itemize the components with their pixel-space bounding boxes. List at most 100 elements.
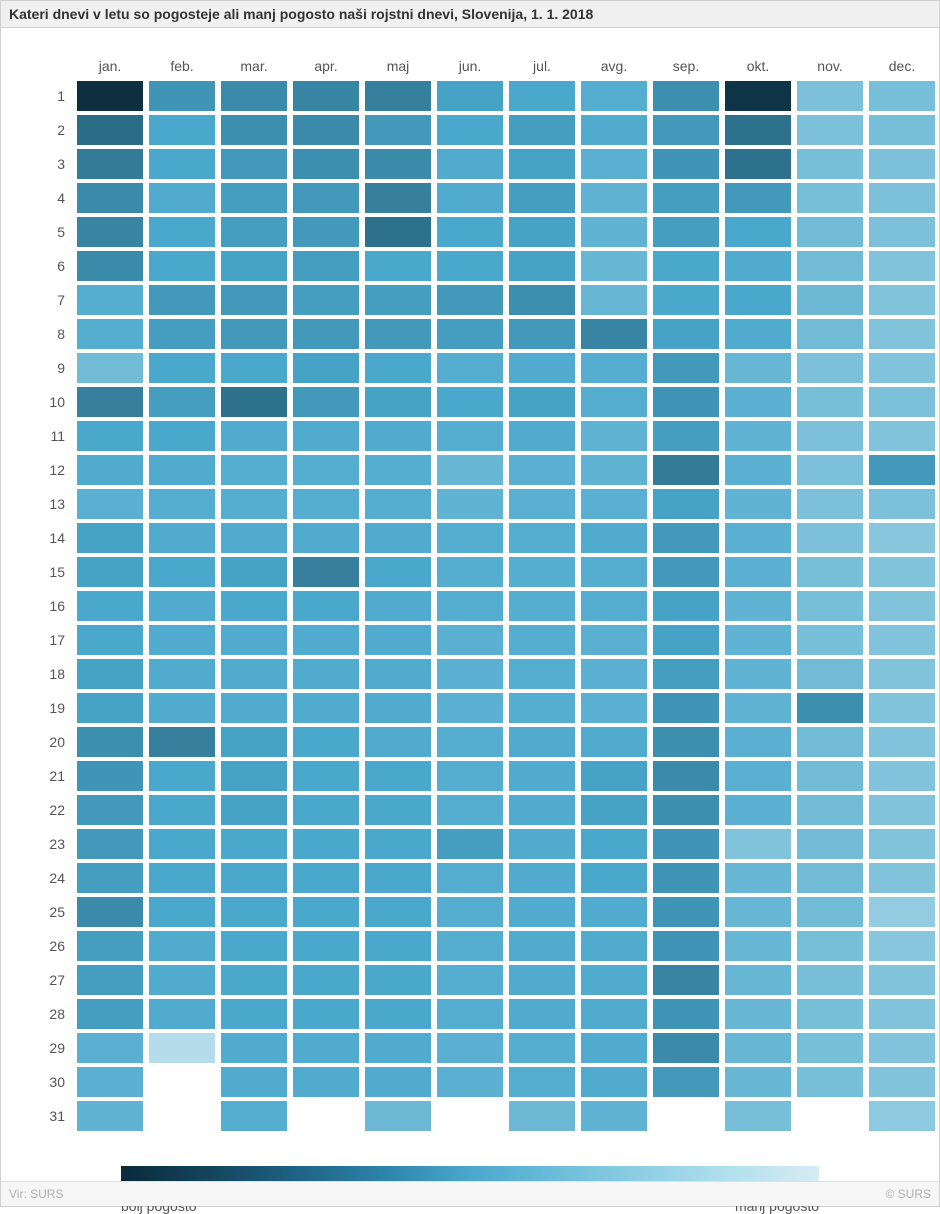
heatmap-cell bbox=[365, 964, 431, 996]
heatmap-cell bbox=[869, 1066, 935, 1098]
heatmap-cell bbox=[437, 1032, 503, 1064]
heatmap-empty-cell bbox=[293, 1100, 359, 1130]
heatmap-cell bbox=[437, 182, 503, 214]
heatmap-cell bbox=[653, 760, 719, 792]
heatmap-cell bbox=[653, 658, 719, 690]
day-label: 23 bbox=[41, 829, 71, 859]
heatmap-cell bbox=[653, 216, 719, 248]
heatmap-cell bbox=[77, 998, 143, 1030]
heatmap-cell bbox=[725, 964, 791, 996]
heatmap-cell bbox=[509, 522, 575, 554]
heatmap-cell bbox=[149, 114, 215, 146]
heatmap-cell bbox=[221, 216, 287, 248]
heatmap-cell bbox=[725, 828, 791, 860]
heatmap-cell bbox=[149, 828, 215, 860]
heatmap-cell bbox=[437, 556, 503, 588]
heatmap-cell bbox=[797, 148, 863, 180]
heatmap-cell bbox=[653, 284, 719, 316]
heatmap-cell bbox=[581, 590, 647, 622]
heatmap-cell bbox=[365, 998, 431, 1030]
heatmap-cell bbox=[437, 828, 503, 860]
heatmap-cell bbox=[509, 556, 575, 588]
heatmap-cell bbox=[725, 556, 791, 588]
heatmap-cell bbox=[365, 216, 431, 248]
heatmap-cell bbox=[221, 726, 287, 758]
heatmap-cell bbox=[365, 794, 431, 826]
day-label: 17 bbox=[41, 625, 71, 655]
heatmap-cell bbox=[509, 590, 575, 622]
heatmap-cell bbox=[437, 114, 503, 146]
heatmap-cell bbox=[221, 556, 287, 588]
heatmap-cell bbox=[797, 828, 863, 860]
heatmap-cell bbox=[725, 522, 791, 554]
heatmap-cell bbox=[725, 896, 791, 928]
heatmap-cell bbox=[221, 590, 287, 622]
heatmap-cell bbox=[221, 760, 287, 792]
heatmap-cell bbox=[365, 182, 431, 214]
heatmap-cell bbox=[869, 488, 935, 520]
heatmap-cell bbox=[221, 794, 287, 826]
heatmap-cell bbox=[149, 692, 215, 724]
heatmap-cell bbox=[77, 454, 143, 486]
month-header: avg. bbox=[581, 58, 647, 78]
heatmap-cell bbox=[365, 114, 431, 146]
heatmap-cell bbox=[221, 114, 287, 146]
heatmap-cell bbox=[581, 794, 647, 826]
heatmap-cell bbox=[221, 692, 287, 724]
heatmap-cell bbox=[149, 760, 215, 792]
heatmap-cell bbox=[581, 386, 647, 418]
heatmap-cell bbox=[437, 964, 503, 996]
heatmap-cell bbox=[581, 352, 647, 384]
heatmap-cell bbox=[77, 726, 143, 758]
heatmap-cell bbox=[797, 964, 863, 996]
birthday-heatmap: jan.feb.mar.apr.majjun.jul.avg.sep.okt.n… bbox=[41, 58, 899, 1132]
heatmap-cell bbox=[653, 998, 719, 1030]
heatmap-cell bbox=[437, 250, 503, 282]
heatmap-cell bbox=[725, 114, 791, 146]
month-header: jan. bbox=[77, 58, 143, 78]
day-label: 26 bbox=[41, 931, 71, 961]
day-label: 15 bbox=[41, 557, 71, 587]
heatmap-cell bbox=[77, 896, 143, 928]
heatmap-cell bbox=[293, 794, 359, 826]
heatmap-cell bbox=[581, 182, 647, 214]
heatmap-cell bbox=[293, 964, 359, 996]
heatmap-cell bbox=[869, 964, 935, 996]
month-header: maj bbox=[365, 58, 431, 78]
heatmap-cell bbox=[293, 760, 359, 792]
heatmap-cell bbox=[653, 182, 719, 214]
heatmap-cell bbox=[653, 318, 719, 350]
heatmap-cell bbox=[365, 454, 431, 486]
heatmap-cell bbox=[653, 148, 719, 180]
heatmap-cell bbox=[149, 250, 215, 282]
heatmap-cell bbox=[797, 726, 863, 758]
heatmap-cell bbox=[581, 556, 647, 588]
heatmap-cell bbox=[149, 930, 215, 962]
heatmap-cell bbox=[797, 216, 863, 248]
heatmap-cell bbox=[869, 250, 935, 282]
heatmap-cell bbox=[725, 590, 791, 622]
heatmap-cell bbox=[653, 590, 719, 622]
heatmap-cell bbox=[509, 420, 575, 452]
heatmap-cell bbox=[797, 114, 863, 146]
heatmap-cell bbox=[221, 80, 287, 112]
heatmap-cell bbox=[437, 386, 503, 418]
heatmap-cell bbox=[725, 692, 791, 724]
heatmap-cell bbox=[365, 80, 431, 112]
heatmap-cell bbox=[509, 114, 575, 146]
heatmap-cell bbox=[149, 352, 215, 384]
heatmap-cell bbox=[509, 1032, 575, 1064]
heatmap-cell bbox=[509, 964, 575, 996]
heatmap-cell bbox=[869, 352, 935, 384]
heatmap-cell bbox=[869, 692, 935, 724]
heatmap-cell bbox=[725, 318, 791, 350]
heatmap-cell bbox=[653, 692, 719, 724]
heatmap-cell bbox=[509, 998, 575, 1030]
day-label: 28 bbox=[41, 999, 71, 1029]
heatmap-cell bbox=[581, 420, 647, 452]
heatmap-cell bbox=[365, 726, 431, 758]
heatmap-cell bbox=[77, 556, 143, 588]
heatmap-cell bbox=[581, 80, 647, 112]
heatmap-cell bbox=[365, 284, 431, 316]
heatmap-cell bbox=[221, 284, 287, 316]
